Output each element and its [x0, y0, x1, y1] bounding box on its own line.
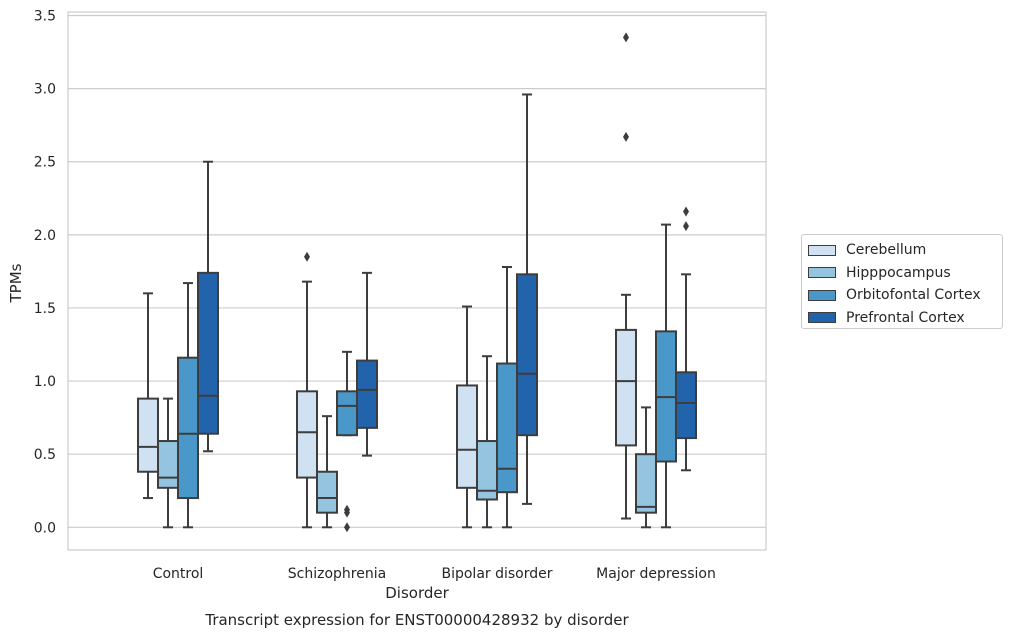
- legend-label: Orbitofontal Cortex: [846, 287, 981, 304]
- box-orbitofontal-cortex-control: [177, 282, 199, 529]
- box-series: [137, 32, 697, 533]
- legend-swatch: [808, 267, 836, 279]
- x-tick-labels: Control Schizophrenia Bipolar disorder Majo…: [153, 566, 716, 582]
- y-tick-labels: 0.0 0.5 1.0 1.5 2.0 2.5 3.0 3.5: [34, 9, 56, 537]
- box-iqr: [296, 390, 318, 479]
- legend-item: Cerebellum: [808, 239, 996, 262]
- y-tick-label: 1.5: [34, 301, 56, 317]
- box-iqr: [635, 453, 657, 514]
- legend: Cerebellum Hipppocampus Orbitofontal Corte…: [801, 234, 1003, 329]
- x-tick-label: Control: [153, 566, 204, 582]
- y-tick-label: 3.0: [34, 82, 56, 98]
- legend-item: Prefrontal Cortex: [808, 307, 996, 330]
- box-iqr: [157, 440, 179, 489]
- box-prefrontal-cortex-control: [197, 160, 219, 453]
- y-tick-label: 0.5: [34, 447, 56, 463]
- box-orbitofontal-cortex-bipolar-disorder: [496, 266, 518, 529]
- outlier-point: [304, 251, 310, 262]
- outlier-point: [344, 504, 350, 515]
- legend-swatch: [808, 289, 836, 301]
- box-iqr: [496, 362, 518, 494]
- legend-item: Hipppocampus: [808, 262, 996, 285]
- box-iqr: [456, 384, 478, 489]
- y-tick-label: 2.5: [34, 155, 56, 171]
- box-hipppocampus-control: [157, 397, 179, 529]
- y-tick-label: 2.0: [34, 228, 56, 244]
- chart-title: Transcript expression for ENST0000042893…: [204, 611, 629, 629]
- legend-swatch: [808, 244, 836, 256]
- legend-label: Cerebellum: [846, 242, 927, 259]
- box-iqr: [675, 371, 697, 440]
- box-hipppocampus-major-depression: [635, 406, 657, 529]
- y-tick-label: 0.0: [34, 520, 56, 536]
- box-prefrontal-cortex-major-depression: [675, 206, 697, 472]
- box-iqr: [336, 390, 358, 437]
- box-prefrontal-cortex-bipolar-disorder: [516, 93, 538, 505]
- box-iqr: [316, 470, 338, 514]
- x-tick-label: Major depression: [596, 566, 716, 582]
- box-hipppocampus-schizophrenia: [316, 415, 338, 529]
- x-tick-label: Bipolar disorder: [441, 566, 552, 582]
- outlier-point: [683, 221, 689, 232]
- box-cerebellum-major-depression: [615, 32, 637, 520]
- y-axis-label: TPMs: [7, 263, 25, 303]
- box-iqr: [177, 356, 199, 500]
- box-orbitofontal-cortex-major-depression: [655, 223, 677, 529]
- box-iqr: [356, 359, 378, 429]
- box-orbitofontal-cortex-schizophrenia: [336, 350, 358, 533]
- outlier-point: [344, 522, 350, 533]
- legend-label: Prefrontal Cortex: [846, 309, 965, 326]
- y-tick-label: 3.5: [34, 9, 56, 25]
- legend-label: Hipppocampus: [846, 264, 951, 281]
- legend-item: Orbitofontal Cortex: [808, 284, 996, 307]
- box-prefrontal-cortex-schizophrenia: [356, 271, 378, 457]
- x-tick-label: Schizophrenia: [288, 566, 386, 582]
- y-tick-label: 1.0: [34, 374, 56, 390]
- box-hipppocampus-bipolar-disorder: [476, 355, 498, 529]
- box-cerebellum-bipolar-disorder: [456, 305, 478, 529]
- x-axis-label: Disorder: [385, 584, 449, 602]
- box-cerebellum-control: [137, 292, 159, 500]
- box-iqr: [137, 397, 159, 473]
- plot-frame: [67, 11, 767, 551]
- legend-swatch: [808, 312, 836, 324]
- outlier-point: [623, 32, 629, 43]
- box-cerebellum-schizophrenia: [296, 251, 318, 529]
- outlier-point: [623, 131, 629, 142]
- outlier-point: [683, 206, 689, 217]
- box-iqr: [197, 271, 219, 435]
- box-iqr: [516, 273, 538, 437]
- box-iqr: [615, 328, 637, 447]
